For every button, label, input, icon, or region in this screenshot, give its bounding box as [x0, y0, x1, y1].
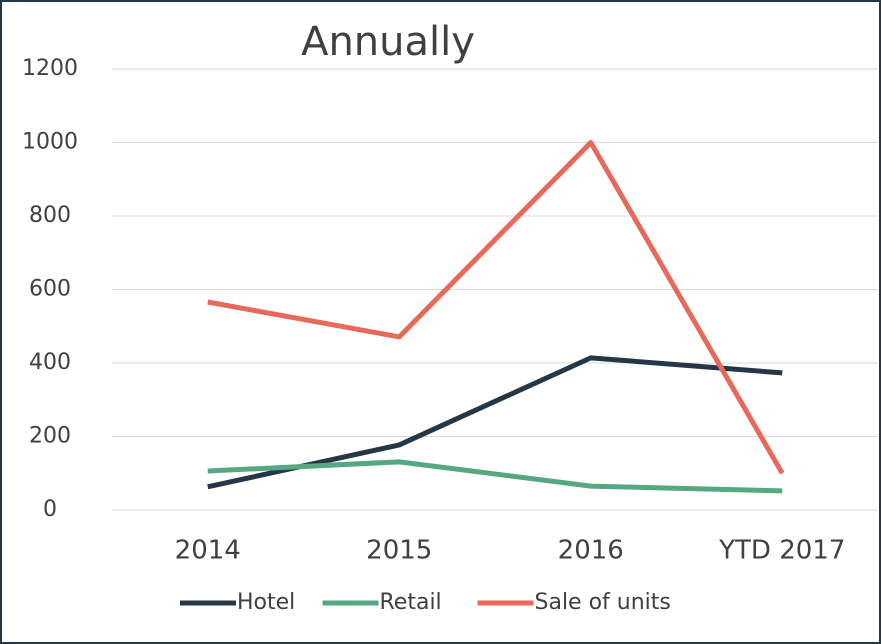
x-tick-label: 2014: [175, 536, 241, 566]
series-line: [207, 140, 785, 475]
chart-title: Annually: [301, 19, 475, 65]
y-tick-label: 0: [43, 497, 57, 522]
y-tick-label: 800: [29, 203, 71, 228]
y-tick-label: 200: [29, 424, 71, 449]
series-line: [207, 459, 783, 494]
x-tick-label: 2015: [366, 536, 432, 566]
y-tick-label: 1000: [22, 130, 78, 155]
legend-label: Hotel: [237, 590, 295, 615]
y-tick-label: 600: [29, 277, 71, 302]
x-tick-label: YTD 2017: [718, 536, 845, 566]
legend-label: Retail: [380, 590, 442, 615]
legend-label: Sale of units: [535, 590, 671, 615]
y-tick-label: 1200: [22, 56, 78, 81]
y-tick-label: 400: [29, 350, 71, 375]
x-tick-label: 2016: [558, 536, 624, 566]
